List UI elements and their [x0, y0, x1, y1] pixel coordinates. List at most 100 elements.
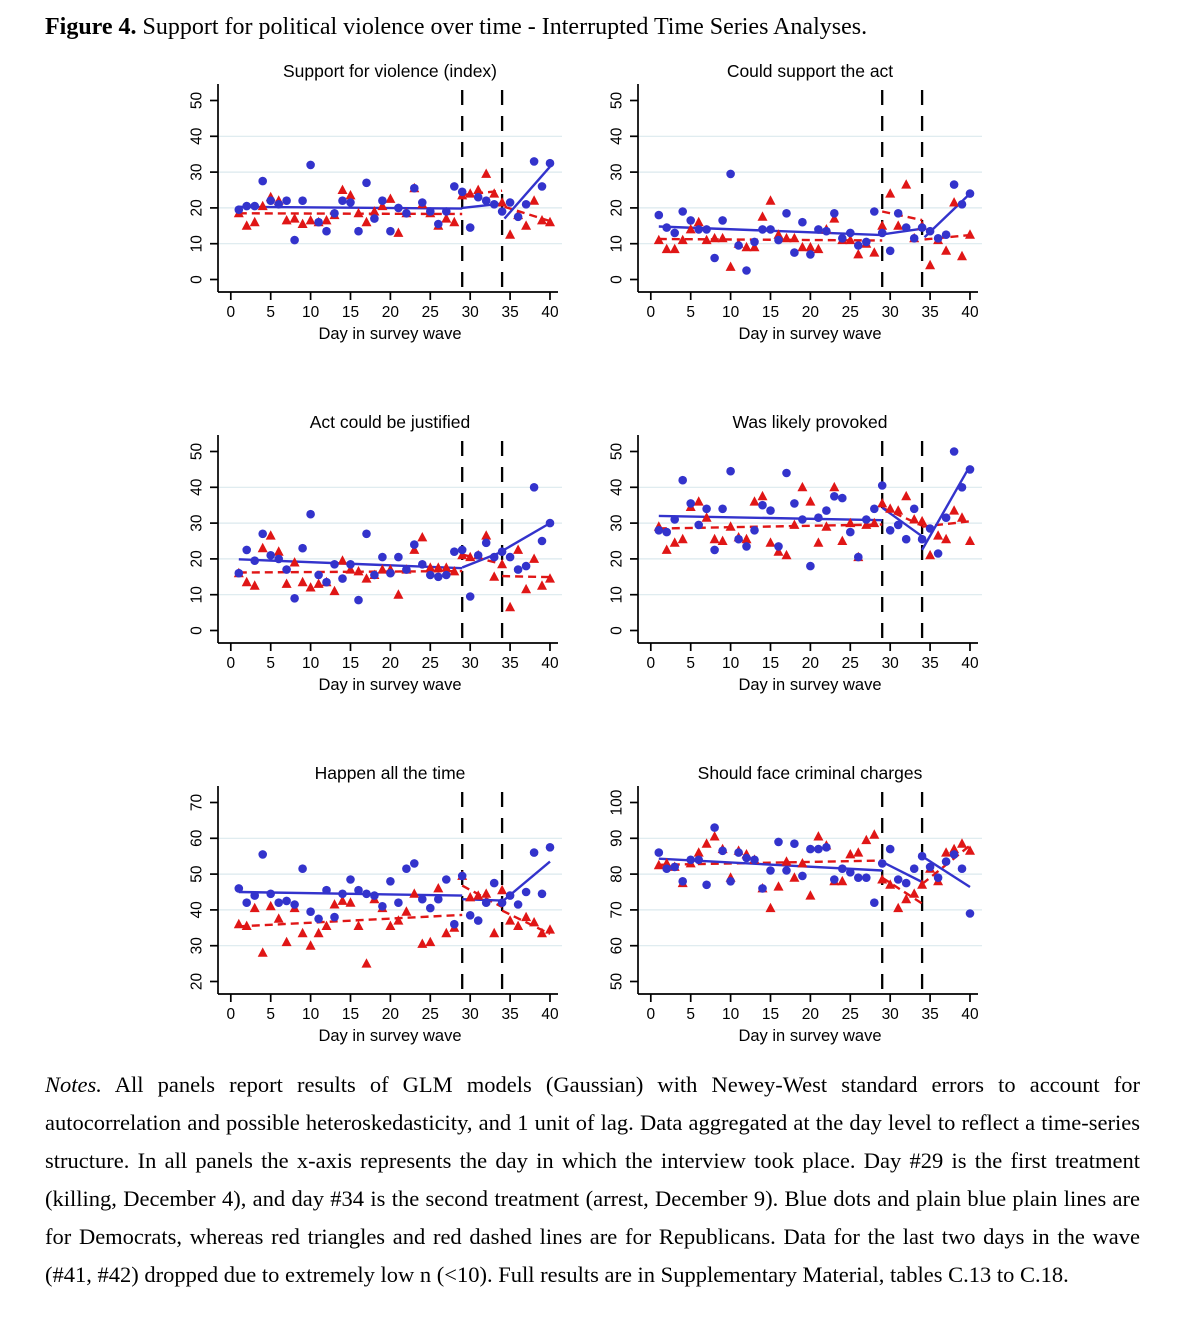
svg-text:20: 20	[609, 550, 626, 568]
svg-text:30: 30	[462, 655, 480, 672]
svg-text:15: 15	[342, 1006, 359, 1023]
panel-title: Should face criminal charges	[698, 763, 923, 783]
figure-panel-grid: 0 10 20 30 40 50 0 5 10 15 20 25 30 35 40 Day in survey…	[174, 60, 1014, 1052]
x-tick-labels: 0 5 10 15 20 25 30 35 40	[226, 292, 559, 321]
x-tick-labels: 0 5 10 15 20 25 30 35 40	[646, 643, 979, 672]
svg-text:5: 5	[686, 655, 695, 672]
svg-text:100: 100	[609, 789, 626, 815]
svg-text:25: 25	[842, 655, 859, 672]
svg-text:30: 30	[609, 163, 626, 181]
svg-text:35: 35	[501, 304, 518, 321]
democrat-points	[234, 843, 555, 929]
svg-text:30: 30	[609, 514, 626, 532]
chart-could-support-the-act: 0 10 20 30 40 50 0 5 10 15 20 25 30 35 40 Day in survey…	[609, 61, 982, 343]
svg-text:30: 30	[462, 1006, 480, 1023]
x-tick-labels: 0 5 10 15 20 25 30 35 40	[646, 994, 979, 1023]
svg-text:10: 10	[302, 1006, 320, 1023]
chart-support-for-violence-index: 0 10 20 30 40 50 0 5 10 15 20 25 30 35 40 Day in survey…	[189, 61, 562, 343]
democrat-points	[234, 483, 555, 605]
svg-text:35: 35	[501, 1006, 518, 1023]
svg-text:20: 20	[189, 199, 206, 217]
svg-text:25: 25	[422, 304, 439, 321]
panel-support-for-violence-index: 0 10 20 30 40 50 0 5 10 15 20 25 30 35 40 Day in survey…	[174, 60, 594, 350]
svg-text:15: 15	[762, 1006, 779, 1023]
treatment-lines	[881, 441, 924, 643]
svg-text:10: 10	[189, 586, 206, 604]
svg-text:30: 30	[189, 937, 206, 955]
svg-text:20: 20	[802, 304, 820, 321]
svg-text:0: 0	[189, 626, 206, 635]
gridlines	[638, 837, 982, 947]
svg-text:25: 25	[422, 655, 439, 672]
panel-title: Act could be justified	[310, 412, 471, 432]
svg-text:10: 10	[609, 586, 626, 604]
svg-text:30: 30	[882, 1006, 900, 1023]
svg-text:5: 5	[266, 1006, 275, 1023]
svg-text:0: 0	[189, 275, 206, 284]
svg-text:5: 5	[266, 304, 275, 321]
svg-text:5: 5	[266, 655, 275, 672]
notes-label: Notes.	[45, 1072, 102, 1097]
svg-text:5: 5	[686, 1006, 695, 1023]
svg-text:0: 0	[226, 1006, 235, 1023]
figure-title: Support for political violence over time…	[136, 14, 868, 40]
svg-text:30: 30	[462, 304, 480, 321]
democrat-points	[234, 157, 555, 245]
svg-text:40: 40	[189, 901, 206, 919]
svg-text:20: 20	[189, 550, 206, 568]
svg-text:20: 20	[802, 1006, 820, 1023]
svg-text:40: 40	[961, 1006, 979, 1023]
svg-text:50: 50	[189, 865, 206, 883]
y-tick-labels: 50 60 70 80 90 100	[609, 789, 638, 991]
svg-text:20: 20	[382, 1006, 400, 1023]
svg-text:10: 10	[302, 655, 320, 672]
treatment-lines	[461, 441, 504, 643]
chart-was-likely-provoked: 0 10 20 30 40 50 0 5 10 15 20 25 30 35 40 Day in survey…	[609, 412, 982, 694]
svg-text:0: 0	[646, 655, 655, 672]
svg-text:70: 70	[609, 901, 626, 919]
svg-text:25: 25	[842, 1006, 859, 1023]
svg-text:50: 50	[189, 92, 206, 110]
y-tick-labels: 0 10 20 30 40 50	[189, 92, 218, 284]
svg-text:10: 10	[722, 1006, 740, 1023]
panel-title: Could support the act	[727, 61, 893, 81]
x-tick-labels: 0 5 10 15 20 25 30 35 40	[646, 292, 979, 321]
svg-text:30: 30	[882, 655, 900, 672]
svg-text:40: 40	[189, 127, 206, 145]
svg-text:70: 70	[189, 794, 206, 812]
svg-text:50: 50	[609, 973, 626, 991]
y-tick-labels: 0 10 20 30 40 50	[609, 443, 638, 635]
republican-points	[233, 870, 555, 968]
democrat-points	[654, 169, 975, 275]
figure-notes: Notes. All panels report results of GLM …	[45, 1066, 1140, 1294]
svg-text:60: 60	[609, 937, 626, 955]
republican-points	[233, 530, 555, 612]
chart-should-face-criminal-charges: 50 60 70 80 90 100 0 5 10 15 20 25 30 35 40 Day in surv…	[609, 763, 982, 1045]
x-axis-label: Day in survey wave	[738, 1027, 881, 1045]
svg-text:20: 20	[189, 973, 206, 991]
panel-should-face-criminal-charges: 50 60 70 80 90 100 0 5 10 15 20 25 30 35 40 Day in surv…	[594, 762, 1014, 1052]
svg-text:20: 20	[802, 655, 820, 672]
svg-text:40: 40	[961, 304, 979, 321]
svg-text:30: 30	[189, 163, 206, 181]
panel-was-likely-provoked: 0 10 20 30 40 50 0 5 10 15 20 25 30 35 40 Day in survey…	[594, 411, 1014, 701]
svg-text:10: 10	[189, 235, 206, 253]
y-tick-labels: 0 10 20 30 40 50	[189, 443, 218, 635]
chart-act-could-be-justified: 0 10 20 30 40 50 0 5 10 15 20 25 30 35 40 Day in survey…	[189, 412, 562, 694]
democrat-points	[654, 447, 975, 571]
svg-text:40: 40	[961, 655, 979, 672]
svg-text:40: 40	[609, 478, 626, 496]
treatment-lines	[881, 792, 924, 994]
svg-text:20: 20	[382, 655, 400, 672]
gridlines	[218, 486, 562, 596]
x-axis-label: Day in survey wave	[738, 676, 881, 694]
svg-text:35: 35	[921, 655, 938, 672]
panel-title: Support for violence (index)	[283, 61, 497, 81]
figure-number: Figure 4.	[45, 14, 137, 40]
svg-text:0: 0	[609, 275, 626, 284]
svg-text:35: 35	[501, 655, 518, 672]
notes-text: All panels report results of GLM models …	[45, 1072, 1140, 1287]
svg-text:10: 10	[609, 235, 626, 253]
democrat-points	[654, 823, 975, 918]
x-axis-label: Day in survey wave	[318, 325, 461, 343]
